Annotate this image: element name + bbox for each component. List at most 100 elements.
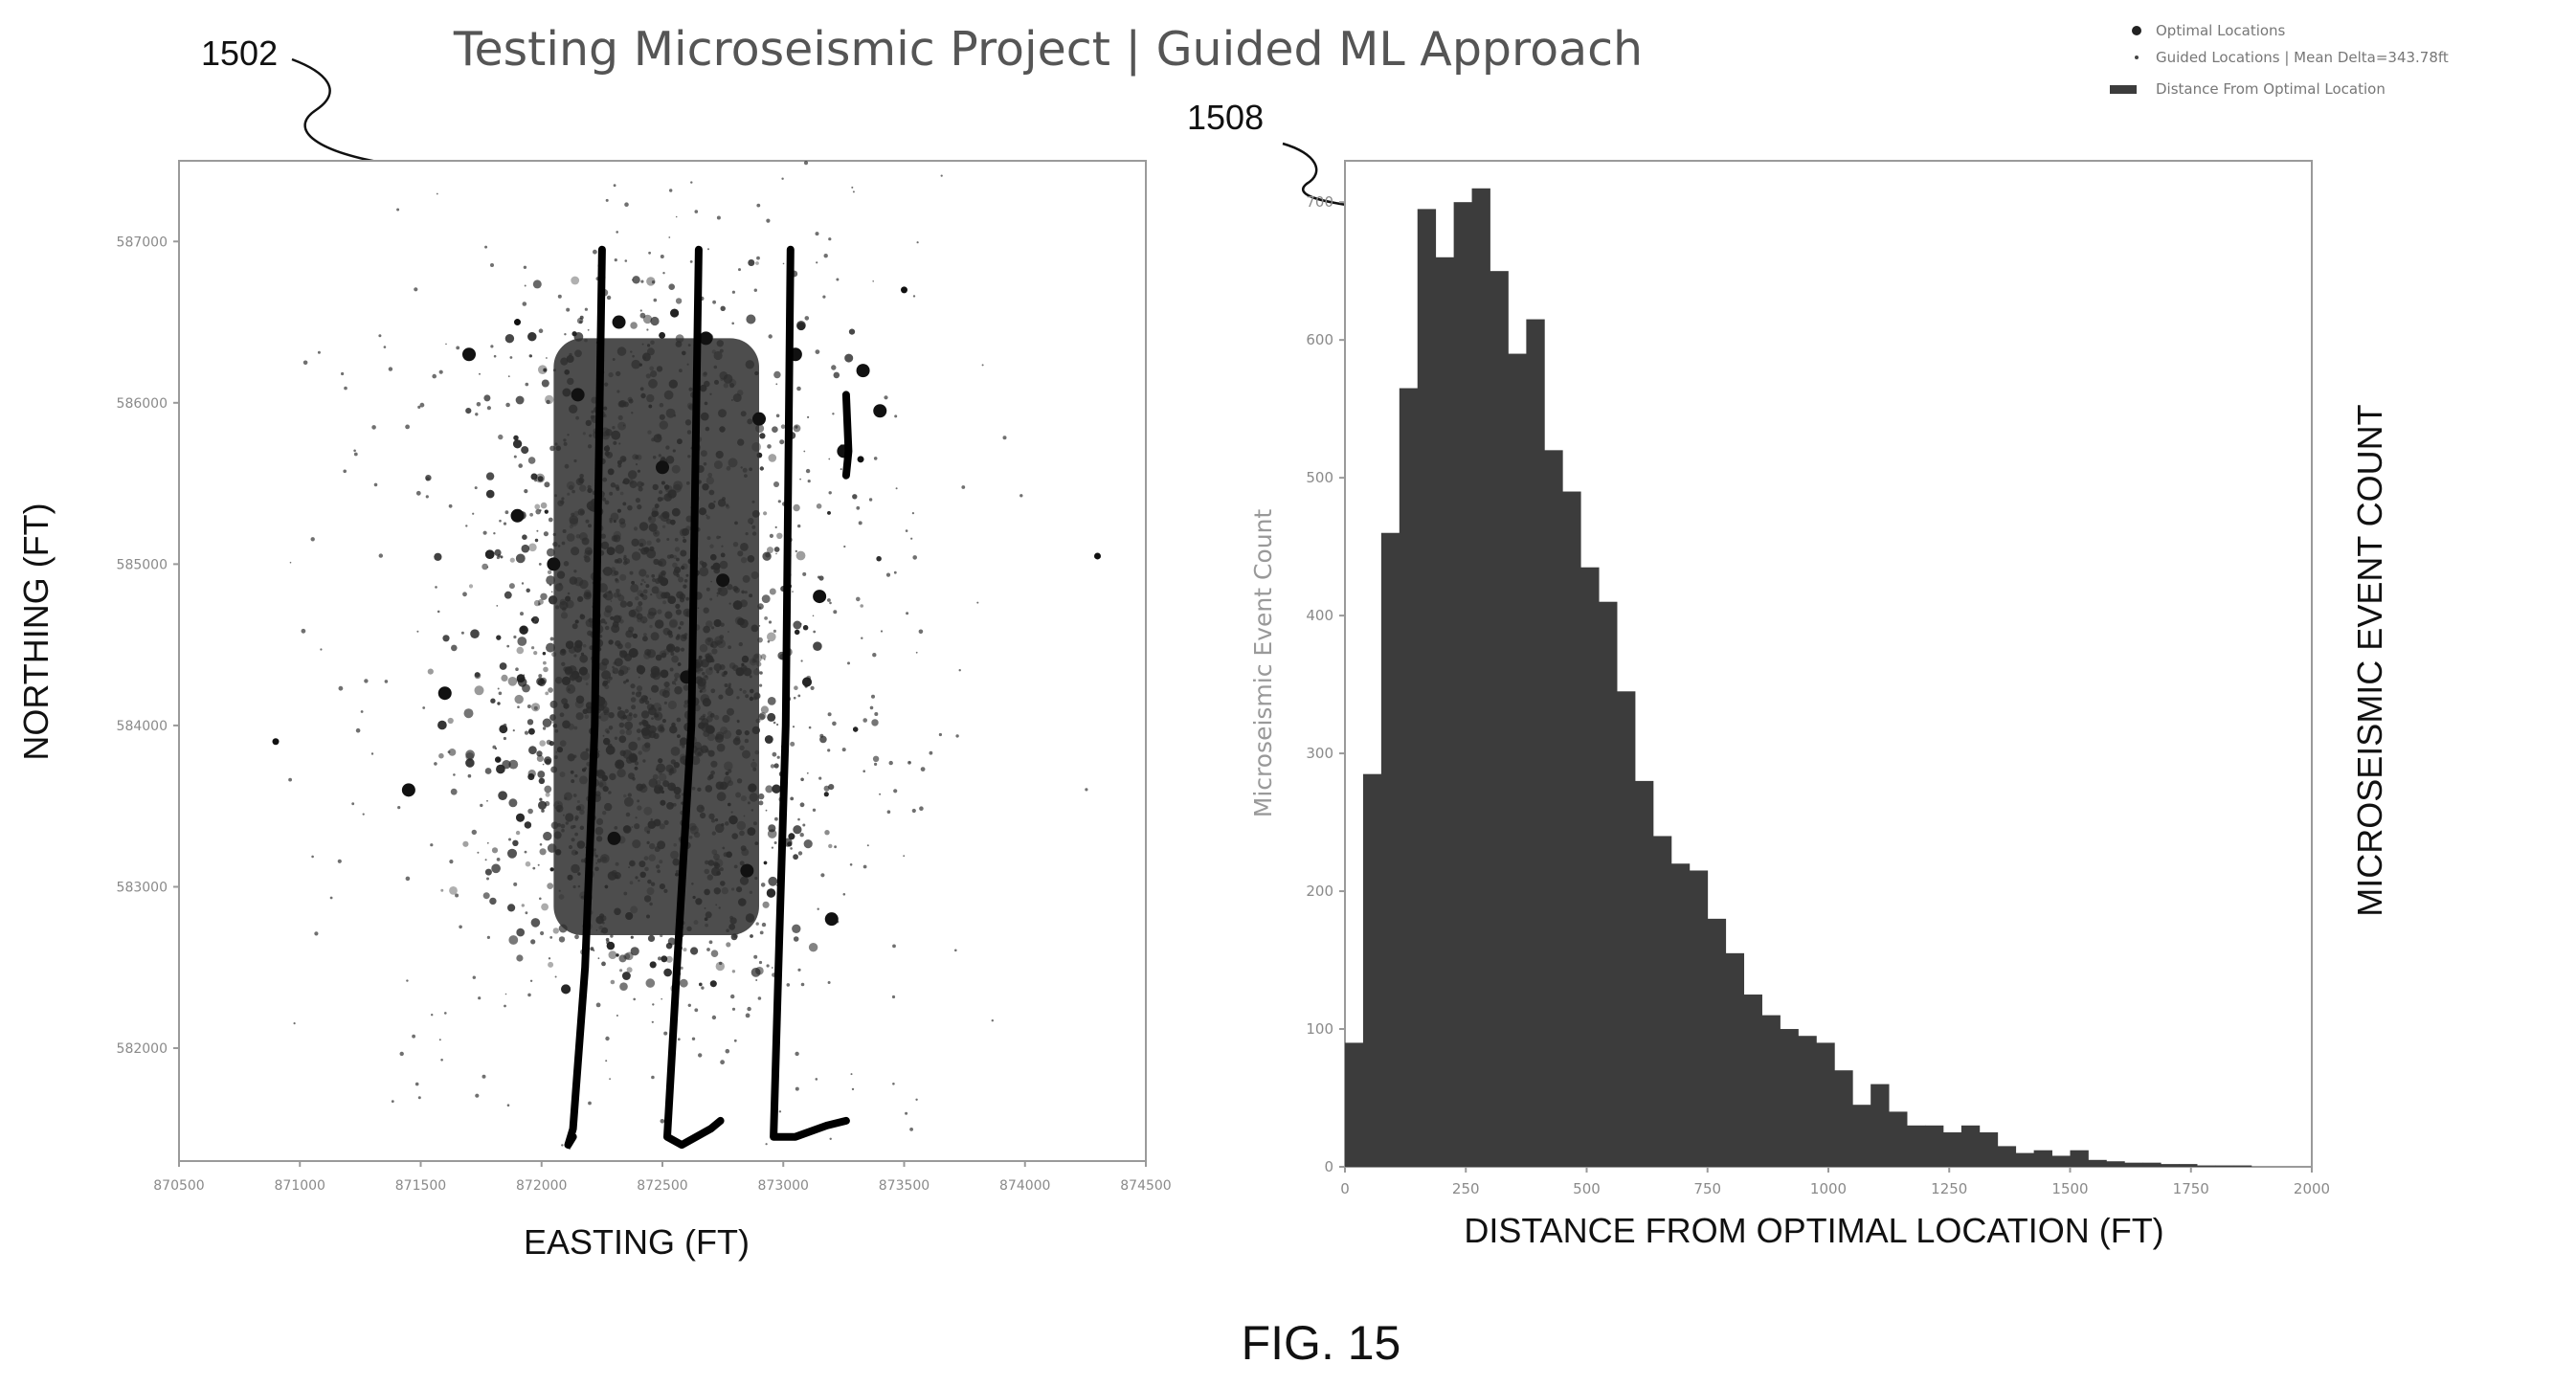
event-point — [351, 802, 355, 806]
event-point — [661, 997, 662, 1000]
event-point — [774, 525, 777, 529]
event-point — [869, 705, 874, 710]
event-point — [549, 583, 552, 587]
event-point — [601, 961, 606, 967]
event-point — [414, 1082, 419, 1086]
event-point — [793, 936, 799, 942]
event-point — [632, 276, 640, 284]
event-point — [651, 1020, 654, 1023]
event-point — [755, 966, 764, 975]
histogram-bar — [1490, 271, 1509, 1167]
event-point — [759, 683, 763, 687]
event-point — [547, 570, 552, 574]
event-point — [544, 509, 549, 514]
histogram-bar — [2142, 1162, 2162, 1167]
event-point — [543, 831, 552, 841]
event-point — [444, 1012, 447, 1015]
event-point — [516, 928, 525, 937]
event-point — [860, 604, 863, 608]
event-point — [500, 555, 504, 559]
event-point — [840, 468, 842, 471]
event-point — [406, 979, 409, 982]
event-point — [530, 918, 541, 928]
event-point — [546, 399, 550, 405]
event-point — [605, 937, 610, 942]
event-point — [816, 261, 818, 264]
event-point — [720, 1060, 725, 1065]
event-point — [731, 322, 734, 325]
event-point — [938, 732, 943, 737]
histogram-bar — [1889, 1111, 1908, 1167]
event-point — [895, 487, 898, 490]
event-point — [497, 687, 500, 690]
monitoring-well-well-4 — [841, 391, 853, 480]
event-point — [526, 719, 534, 726]
event-point — [474, 685, 484, 696]
histogram-bar — [1670, 863, 1691, 1167]
scatter-y-axis-label: NORTHING (FT) — [16, 503, 56, 760]
event-point — [480, 803, 483, 808]
event-point — [874, 712, 879, 716]
event-point — [731, 970, 736, 973]
event-point — [828, 237, 832, 241]
event-point — [802, 625, 809, 631]
event-point — [534, 503, 541, 510]
histogram-bar — [1942, 1132, 1962, 1167]
event-point — [862, 770, 865, 772]
event-point — [767, 829, 777, 838]
event-point — [841, 748, 846, 752]
event-point — [675, 298, 683, 304]
event-point — [484, 859, 487, 861]
event-point — [679, 978, 688, 988]
event-point — [337, 859, 342, 863]
event-point — [490, 698, 496, 704]
event-point — [876, 556, 882, 562]
scatter-plot: 870500 871000 871500 872000 872500 873000 8735… — [16, 160, 1172, 1262]
scatter-y-tick-label: 586000 — [117, 396, 168, 412]
histogram-y-tick-label: 500 — [1306, 469, 1333, 486]
event-point — [445, 343, 447, 346]
event-point — [338, 685, 344, 691]
event-point — [663, 1031, 668, 1036]
event-point — [544, 785, 552, 794]
event-point — [792, 591, 794, 592]
event-point — [501, 674, 508, 682]
event-point — [819, 733, 824, 738]
event-point — [822, 295, 826, 299]
event-point — [873, 457, 878, 460]
legend-label-guided: Guided Locations | Mean Delta=343.78ft — [2156, 49, 2449, 66]
event-point — [516, 954, 524, 962]
event-point — [531, 615, 540, 624]
event-point — [486, 841, 489, 844]
event-point — [849, 863, 853, 866]
event-point — [521, 904, 525, 907]
event-point — [527, 773, 535, 780]
event-point — [773, 370, 781, 379]
ref-1502-lead — [291, 57, 395, 167]
event-point — [761, 594, 771, 603]
event-point — [731, 290, 736, 294]
histogram-bar — [1362, 773, 1382, 1167]
event-point — [524, 850, 527, 854]
event-point — [550, 591, 553, 593]
event-point — [593, 249, 597, 255]
histogram-bar — [1689, 870, 1709, 1167]
event-point — [797, 694, 801, 698]
event-point — [542, 718, 552, 727]
event-point — [750, 934, 753, 938]
optimal-location-point — [462, 347, 476, 362]
event-point — [493, 532, 496, 535]
scatter-x-tick-label: 874000 — [999, 1178, 1050, 1194]
histogram-bar — [1997, 1146, 2017, 1167]
event-point — [802, 571, 807, 576]
event-point — [683, 948, 687, 952]
event-point — [545, 691, 549, 696]
event-point — [765, 809, 768, 812]
event-point — [605, 1036, 610, 1041]
event-point — [515, 395, 525, 405]
event-point — [758, 800, 764, 806]
event-point — [391, 1100, 394, 1103]
event-point — [538, 563, 542, 566]
event-point — [911, 808, 916, 814]
event-point — [774, 816, 778, 821]
